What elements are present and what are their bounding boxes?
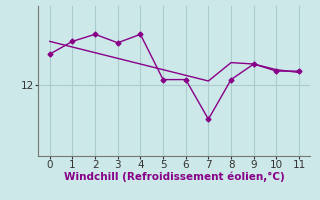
X-axis label: Windchill (Refroidissement éolien,°C): Windchill (Refroidissement éolien,°C) [64, 172, 285, 182]
